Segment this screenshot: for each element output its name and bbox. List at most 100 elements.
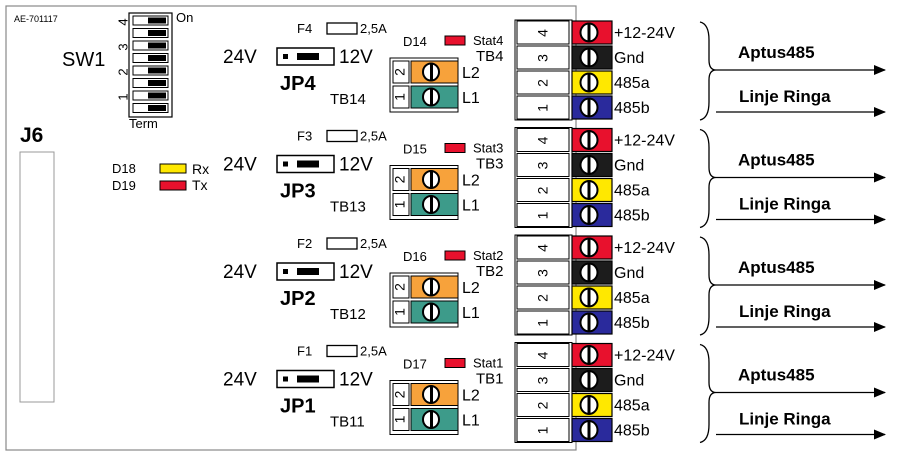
terminal-label: L1	[462, 90, 480, 107]
jumper-name: JP1	[280, 396, 316, 418]
fuse	[326, 344, 358, 358]
signal-label: Gnd	[614, 158, 644, 175]
terminal-pin-box	[392, 383, 410, 406]
signal-label: +12-24V	[614, 240, 675, 257]
bus-ringa-label: Linje Ringa	[739, 410, 831, 429]
screw-slot	[587, 346, 591, 364]
terminal-pin-box	[516, 70, 570, 95]
screw-slot	[587, 421, 591, 439]
voltage-12v: 12V	[339, 370, 373, 391]
terminal-pin-box	[516, 203, 570, 227]
screw-slot	[430, 304, 433, 320]
led-d18	[159, 163, 187, 174]
terminal-pin-number: 1	[535, 319, 551, 327]
dip-position-number: 1	[115, 93, 130, 100]
screw-slot	[430, 171, 433, 188]
terminal-pin-box	[392, 275, 410, 299]
fuse-name: F3	[297, 129, 312, 144]
fuse-name: F2	[297, 236, 312, 251]
bus-ringa-label: Linje Ringa	[739, 87, 831, 106]
fuse-rating: 2,5A	[360, 344, 387, 359]
stat-led-name: D16	[403, 249, 427, 264]
screw-slot	[587, 239, 591, 256]
terminal-pin-number: 4	[535, 351, 551, 359]
terminal-pin-number: 1	[392, 200, 408, 208]
signal-label: +12-24V	[614, 348, 675, 365]
stat-led	[444, 143, 466, 153]
screw-slot	[587, 181, 591, 199]
screw-slot	[587, 74, 591, 91]
signal-label: 485a	[614, 75, 650, 92]
stat-led	[444, 358, 466, 368]
terminal-label: L2	[462, 173, 480, 190]
led-d19	[159, 180, 187, 191]
voltage-24v: 24V	[223, 155, 257, 176]
terminal-pin-number: 4	[535, 29, 551, 37]
board-id: AE-701117	[14, 14, 58, 24]
terminal-pin-number: 2	[392, 390, 408, 398]
small-terminal-name: TB14	[330, 91, 366, 108]
terminal-pin-number: 2	[535, 294, 551, 302]
terminal-pin-number: 4	[535, 136, 551, 144]
terminal-pin-number: 2	[535, 186, 551, 194]
screw-slot	[587, 49, 591, 66]
signal-label: 485a	[614, 290, 650, 307]
terminal-pin-box	[392, 193, 410, 216]
stat-label: Stat1	[473, 356, 503, 371]
screw-slot	[587, 371, 591, 389]
terminal-label: L2	[462, 280, 480, 297]
screw-slot	[587, 24, 591, 41]
dip-lever	[148, 80, 166, 86]
signal-label: +12-24V	[614, 133, 675, 150]
voltage-24v: 24V	[223, 262, 257, 283]
dip-switch[interactable]	[128, 12, 173, 118]
screw-slot	[587, 264, 591, 281]
terminal-pin-number: 3	[535, 376, 551, 384]
terminal-pin-box	[392, 85, 410, 109]
terminal-pin-number: 1	[392, 415, 408, 423]
signal-label: 485b	[614, 208, 650, 225]
terminal-pin-box	[516, 235, 570, 260]
screw-slot	[587, 206, 591, 224]
terminal-pin-box	[516, 95, 570, 120]
terminal-pin-number: 1	[392, 93, 408, 101]
jumper-pin	[283, 161, 288, 167]
big-terminal-name: TB4	[476, 48, 504, 65]
dip-position-number: 3	[115, 43, 130, 50]
bus-brace	[699, 236, 717, 336]
signal-label: Gnd	[614, 265, 644, 282]
terminal-pin-number: 3	[535, 54, 551, 62]
stat-led-name: D15	[403, 142, 427, 157]
jumper-name: JP4	[280, 73, 316, 95]
signal-label: Gnd	[614, 50, 644, 67]
terminal-label: L2	[462, 388, 480, 405]
terminal-pin-number: 3	[535, 269, 551, 277]
led-rx-label: Rx	[192, 161, 209, 177]
big-terminal-name: TB2	[476, 263, 504, 280]
voltage-12v: 12V	[339, 47, 373, 68]
terminal-pin-number: 2	[535, 79, 551, 87]
screw-slot	[430, 411, 433, 428]
dip-lever	[148, 67, 166, 74]
signal-label: 485a	[614, 183, 650, 200]
bus-aptus-label: Aptus485	[738, 366, 815, 385]
jumper-name: JP3	[280, 181, 316, 203]
screw-slot	[430, 196, 433, 213]
bus-aptus-label: Aptus485	[738, 258, 815, 277]
terminal-pin-number: 2	[392, 175, 408, 183]
terminal-pin-number: 1	[535, 211, 551, 219]
terminal-pin-box	[516, 310, 570, 335]
dip-lever	[148, 55, 166, 61]
jumper-cap	[297, 160, 319, 168]
small-terminal-name: TB13	[330, 199, 366, 216]
screw-slot	[587, 396, 591, 414]
terminal-label: L2	[462, 65, 480, 82]
fuse	[326, 22, 358, 35]
fuse	[326, 129, 358, 143]
terminal-pin-number: 1	[535, 426, 551, 434]
j6-label: J6	[20, 124, 43, 147]
screw-slot	[587, 99, 591, 116]
